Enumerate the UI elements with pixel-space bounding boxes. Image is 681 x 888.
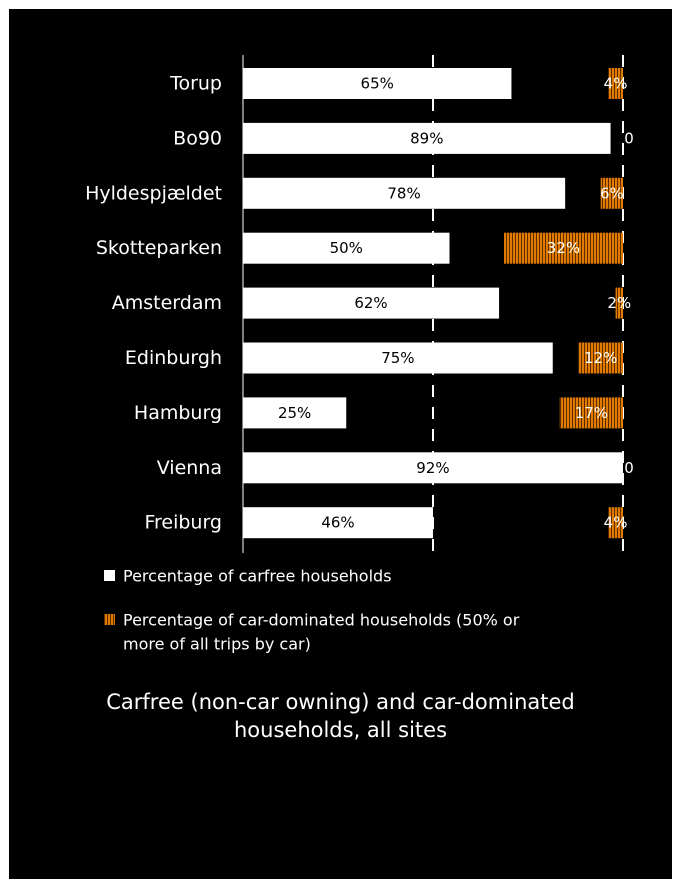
- legend-swatch-car-dominated: [104, 614, 115, 625]
- carfree-data-label: 89%: [410, 129, 443, 147]
- carfree-bar: [243, 452, 623, 484]
- category-label: Amsterdam: [112, 292, 222, 314]
- car-dominated-bar: [503, 232, 623, 264]
- carfree-bar: [243, 507, 433, 539]
- category-label: Torup: [169, 73, 222, 95]
- carfree-data-label: 50%: [330, 239, 363, 257]
- chart-panel: [9, 9, 672, 879]
- category-label: Hamburg: [134, 402, 222, 424]
- car-dominated-data-label: 4%: [604, 514, 628, 532]
- category-label: Vienna: [157, 457, 222, 479]
- legend-swatch-carfree: [104, 570, 115, 581]
- carfree-bar: [243, 342, 553, 374]
- carfree-bar: [243, 397, 347, 429]
- carfree-bar: [243, 122, 611, 154]
- car-dominated-bar: [608, 68, 623, 99]
- car-dominated-data-label: 0: [624, 129, 634, 147]
- category-label: Skotteparken: [96, 237, 222, 259]
- carfree-bar: [243, 68, 512, 99]
- carfree-data-label: 46%: [321, 514, 354, 532]
- caption-line-2: households, all sites: [233, 718, 448, 742]
- carfree-bar: [243, 177, 566, 209]
- carfree-data-label: 65%: [361, 75, 394, 93]
- caption-line-1: Carfree (non-car owning) and car-dominat…: [106, 690, 575, 714]
- legend-label-car-dominated-line-2: more of all trips by car): [123, 635, 311, 654]
- car-dominated-data-label: 17%: [575, 404, 608, 422]
- car-dominated-bar: [608, 507, 623, 539]
- carfree-bar: [243, 287, 500, 319]
- car-dominated-bar: [615, 287, 623, 319]
- carfree-data-label: 78%: [387, 184, 420, 202]
- category-label: Bo90: [173, 127, 222, 149]
- car-dominated-bar: [578, 342, 623, 374]
- carfree-bar: [243, 232, 450, 264]
- car-dominated-data-label: 6%: [600, 184, 624, 202]
- carfree-data-label: 75%: [381, 349, 414, 367]
- carfree-data-label: 25%: [278, 404, 311, 422]
- category-label: Hyldespjældet: [85, 182, 222, 204]
- car-dominated-bar: [559, 397, 623, 429]
- legend-label-car-dominated-line-1: Percentage of car-dominated households (…: [123, 611, 520, 630]
- car-dominated-data-label: 4%: [604, 75, 628, 93]
- legend-label-carfree: Percentage of carfree households: [123, 567, 392, 586]
- category-label: Freiburg: [144, 512, 222, 534]
- car-dominated-data-label: 0: [624, 459, 634, 477]
- car-dominated-data-label: 32%: [547, 239, 580, 257]
- chart-caption: Carfree (non-car owning) and car-dominat…: [9, 688, 672, 744]
- category-label: Edinburgh: [125, 347, 222, 369]
- carfree-data-label: 92%: [416, 459, 449, 477]
- car-dominated-bar: [600, 177, 623, 209]
- carfree-data-label: 62%: [354, 294, 387, 312]
- car-dominated-data-label: 12%: [584, 349, 617, 367]
- car-dominated-data-label: 2%: [607, 294, 631, 312]
